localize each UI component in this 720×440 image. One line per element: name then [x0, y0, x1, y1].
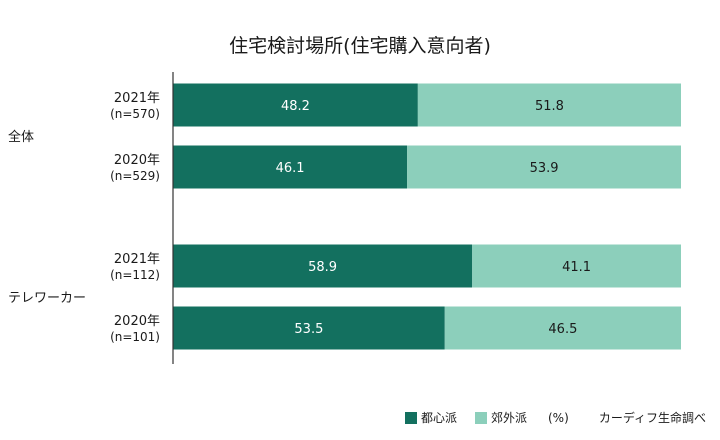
row-year-label: 2021年 — [114, 91, 160, 106]
chart-title: 住宅検討場所(住宅購入意向者) — [229, 35, 491, 57]
group-label: 全体 — [8, 129, 34, 145]
unit-label: (%) — [548, 411, 569, 425]
legend-swatch-suburban — [475, 412, 487, 424]
legend: 都心派 郊外派 (%) カーディフ生命調べ — [405, 410, 706, 425]
legend-label-urban: 都心派 — [421, 411, 457, 425]
row-sample-size: (n=112) — [110, 268, 160, 282]
row-sample-size: (n=570) — [110, 107, 160, 121]
legend-swatch-urban — [405, 412, 417, 424]
bar-urban — [173, 306, 445, 350]
data-label-suburban: 53.9 — [530, 161, 559, 176]
data-label-urban: 53.5 — [294, 322, 323, 337]
source-label: カーディフ生命調べ — [599, 410, 706, 425]
data-label-suburban: 46.5 — [548, 322, 577, 337]
data-label-urban: 58.9 — [308, 260, 337, 275]
row-sample-size: (n=101) — [110, 330, 160, 344]
bar-suburban — [407, 145, 681, 189]
data-label-suburban: 51.8 — [535, 99, 564, 114]
bar-suburban — [444, 306, 681, 350]
row-year-label: 2020年 — [114, 153, 160, 168]
bar-urban — [173, 244, 473, 288]
data-label-urban: 48.2 — [281, 99, 310, 114]
bar-urban — [173, 83, 418, 127]
row-year-label: 2020年 — [114, 314, 160, 329]
group-label: テレワーカー — [8, 291, 86, 306]
bar-suburban — [472, 244, 681, 288]
data-label-urban: 46.1 — [276, 161, 305, 176]
legend-label-suburban: 郊外派 — [491, 411, 527, 425]
row-year-label: 2021年 — [114, 252, 160, 267]
row-sample-size: (n=529) — [110, 169, 160, 183]
data-label-suburban: 41.1 — [562, 260, 591, 275]
bar-suburban — [417, 83, 681, 127]
bar-urban — [173, 145, 408, 189]
